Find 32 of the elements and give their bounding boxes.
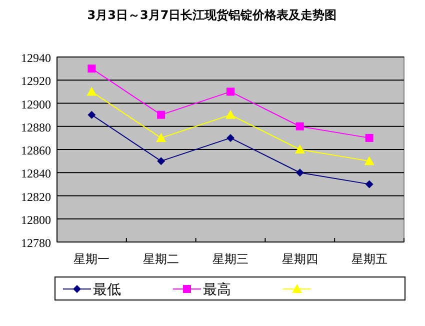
x-tick-label: 星期五 bbox=[351, 252, 388, 266]
point bbox=[86, 86, 97, 96]
y-tick-label: 12800 bbox=[21, 212, 51, 227]
point bbox=[226, 134, 234, 142]
y-tick-label: 12840 bbox=[21, 166, 51, 181]
x-tick-label: 星期四 bbox=[282, 252, 318, 266]
x-tick-label: 星期三 bbox=[212, 252, 248, 266]
y-tick-label: 12920 bbox=[21, 74, 51, 88]
point bbox=[156, 132, 166, 142]
legend-label: 最低 bbox=[93, 282, 121, 298]
point bbox=[226, 88, 234, 96]
point bbox=[157, 157, 166, 166]
y-tick-label: 12880 bbox=[21, 120, 51, 134]
point bbox=[226, 110, 236, 119]
point bbox=[88, 110, 96, 119]
y-tick-label: 12940 bbox=[21, 51, 51, 65]
y-tick-label: 12820 bbox=[21, 190, 51, 204]
y-tick-label: 12780 bbox=[21, 236, 51, 250]
point bbox=[365, 180, 374, 188]
title: 3月3日～3月7日长江现货铝锭价格表及走势图 bbox=[87, 8, 337, 22]
y-tick-label: 12900 bbox=[21, 97, 51, 112]
legend-label: 最高 bbox=[203, 282, 231, 298]
point bbox=[296, 122, 304, 130]
point bbox=[365, 134, 374, 142]
point bbox=[157, 110, 166, 119]
x-tick-label: 星期一 bbox=[74, 252, 110, 266]
point bbox=[294, 144, 305, 154]
x-tick-label: 星期二 bbox=[143, 252, 180, 266]
point bbox=[364, 156, 374, 166]
point bbox=[296, 168, 304, 177]
point bbox=[88, 64, 96, 73]
y-tick-label: 12860 bbox=[21, 144, 51, 158]
